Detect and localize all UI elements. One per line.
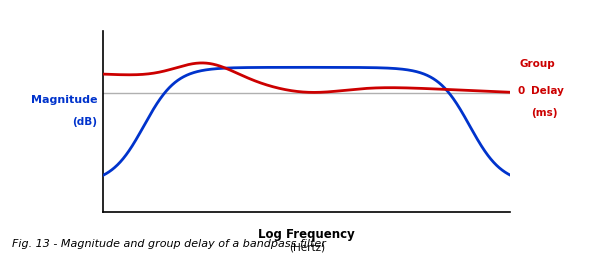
Text: 0: 0 bbox=[517, 86, 525, 96]
Text: (ms): (ms) bbox=[531, 108, 558, 118]
Text: Fig. 13 - Magnitude and group delay of a bandpass filter: Fig. 13 - Magnitude and group delay of a… bbox=[12, 239, 326, 249]
Text: (Hertz): (Hertz) bbox=[289, 242, 325, 252]
Text: Delay: Delay bbox=[531, 86, 564, 96]
Text: Magnitude: Magnitude bbox=[31, 95, 97, 105]
Text: Log Frequency: Log Frequency bbox=[258, 228, 355, 241]
Text: (dB): (dB) bbox=[73, 117, 97, 127]
Text: Group: Group bbox=[519, 59, 555, 69]
